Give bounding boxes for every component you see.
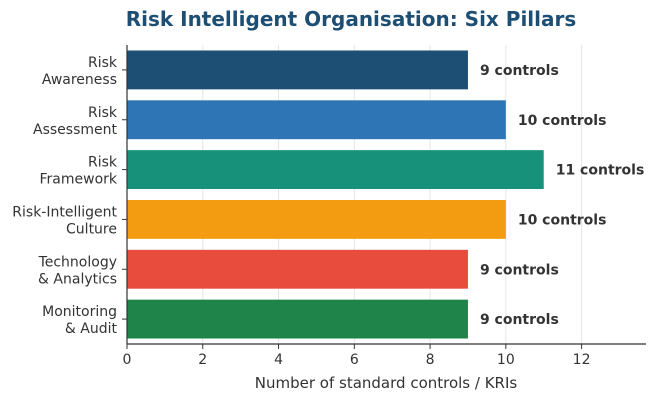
bar-layer — [127, 50, 544, 339]
x-tick-label: 2 — [198, 352, 207, 368]
y-tick-label-line: Monitoring — [42, 304, 117, 320]
y-tick-label-line: Risk — [88, 155, 118, 171]
y-tick-label: Risk Awareness — [42, 55, 118, 88]
bar — [127, 199, 506, 239]
x-axis-label: Number of standard controls / KRIs — [255, 374, 518, 392]
data-label: 10 controls — [518, 212, 607, 228]
y-tick-label-line: & Analytics — [38, 271, 117, 287]
axis-layer — [126, 45, 646, 345]
y-tick-label: Risk Assessment — [33, 105, 118, 138]
bar — [127, 150, 544, 190]
x-tick-label: 4 — [274, 352, 283, 368]
y-tick-label-line: Risk — [88, 55, 118, 71]
y-tick-label-line: & Audit — [65, 321, 118, 337]
x-tick-label: 6 — [350, 352, 359, 368]
bar — [127, 249, 468, 289]
data-label: 10 controls — [518, 113, 607, 129]
grid-layer — [126, 45, 583, 344]
bar — [127, 50, 468, 90]
y-tick-label: Monitoring & Audit — [42, 304, 117, 337]
y-tick-label-line: Risk-Intelligent — [12, 204, 117, 220]
y-tick-label-line: Assessment — [33, 122, 117, 138]
x-tick-label: 0 — [123, 352, 132, 368]
tick-layer: 0 2 4 6 8 10 12 — [122, 69, 591, 368]
y-tick-label-line: Framework — [40, 172, 118, 188]
y-tick-label: Technology & Analytics — [38, 254, 117, 287]
data-label: 9 controls — [480, 63, 559, 79]
chart-title: Risk Intelligent Organisation: Six Pilla… — [126, 7, 577, 31]
y-tick-label-line: Risk — [88, 105, 118, 121]
bar — [127, 100, 506, 140]
data-label: 9 controls — [480, 262, 559, 278]
y-tick-label: Risk-Intelligent Culture — [12, 204, 117, 237]
data-label: 11 controls — [556, 163, 645, 179]
y-tick-label: Risk Framework — [40, 155, 118, 188]
bar — [127, 299, 468, 339]
x-tick-label: 8 — [426, 352, 435, 368]
x-tick-label: 10 — [497, 352, 515, 368]
x-tick-label: 12 — [573, 352, 591, 368]
data-label: 9 controls — [480, 312, 559, 328]
y-tick-label-line: Technology — [38, 254, 117, 270]
y-tick-label-line: Awareness — [42, 72, 117, 88]
y-tick-label-line: Culture — [66, 221, 117, 237]
